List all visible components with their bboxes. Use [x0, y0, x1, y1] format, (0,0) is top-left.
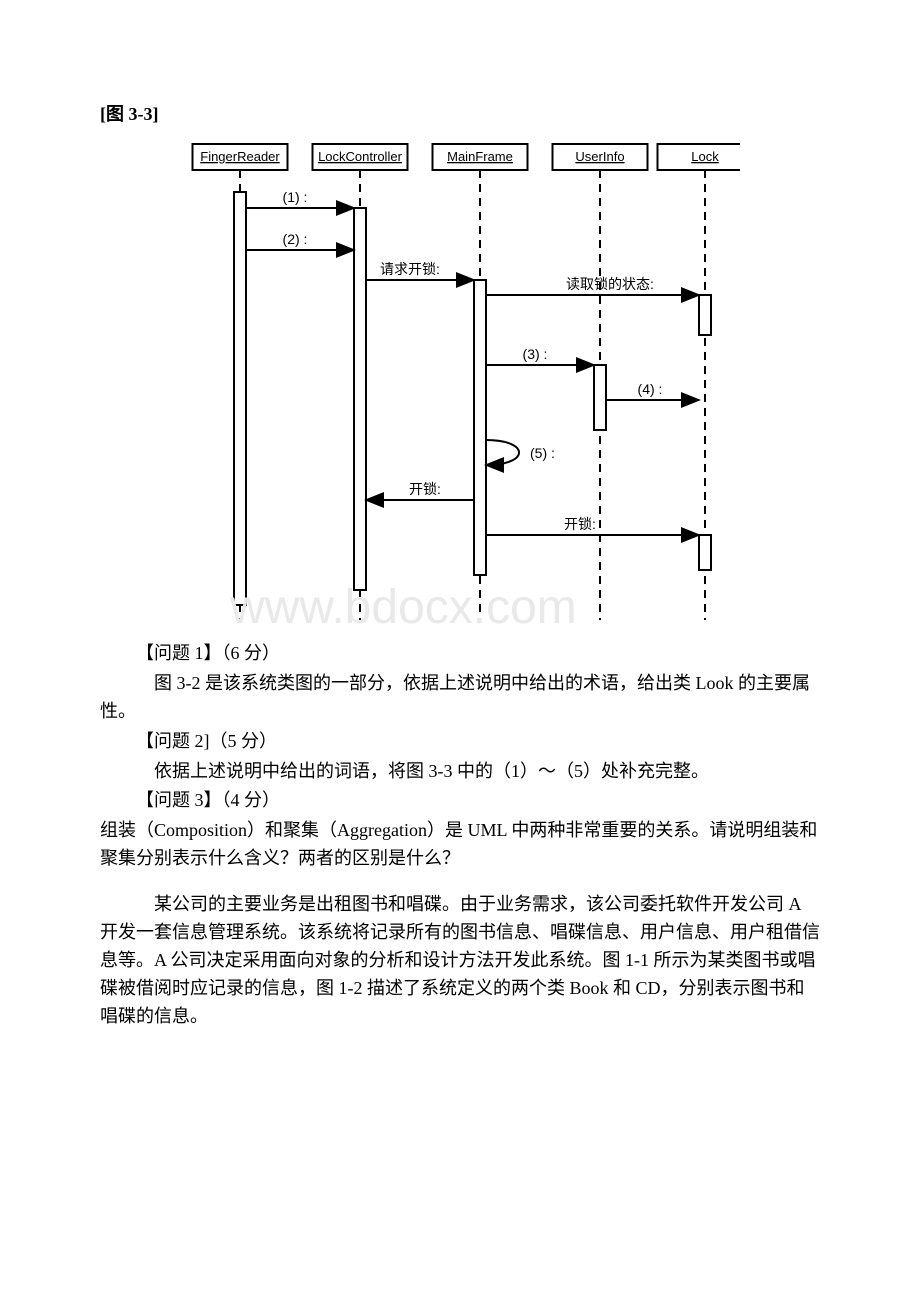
paragraph-2: 某公司的主要业务是出租图书和唱碟。由于业务需求，该公司委托软件开发公司 A 开发…	[100, 891, 820, 1030]
q1-body: 图 3-2 是该系统类图的一部分，依据上述说明中给出的术语，给出类 Look 的…	[100, 670, 820, 726]
q2-body: 依据上述说明中给出的词语，将图 3-3 中的（1）～（5）处补充完整。	[100, 758, 820, 786]
spacer	[100, 875, 820, 889]
svg-text:Lock: Lock	[691, 149, 719, 164]
q3-header: 【问题 3】（4 分）	[100, 787, 820, 815]
svg-text:UserInfo: UserInfo	[575, 149, 624, 164]
svg-text:读取锁的状态:: 读取锁的状态:	[566, 276, 654, 292]
sequence-diagram: FingerReader LockController MainFrame UserI…	[180, 130, 740, 630]
svg-text:(2) :: (2) :	[283, 231, 308, 247]
q1-header: 【问题 1】（6 分）	[100, 640, 820, 668]
q2-header: 【问题 2]（5 分）	[100, 728, 820, 756]
svg-text:请求开锁:: 请求开锁:	[380, 261, 440, 277]
svg-text:开锁:: 开锁:	[564, 516, 596, 532]
q3-body: 组装（Composition）和聚集（Aggregation）是 UML 中两种…	[100, 817, 820, 873]
svg-text:(4) :: (4) :	[638, 381, 663, 397]
figure-label: [图 3-3]	[100, 100, 820, 126]
svg-text:MainFrame: MainFrame	[447, 149, 513, 164]
svg-text:开锁:: 开锁:	[409, 481, 441, 497]
svg-text:LockController: LockController	[318, 149, 402, 164]
svg-text:(5) :: (5) :	[530, 445, 555, 461]
svg-text:FingerReader: FingerReader	[200, 149, 280, 164]
svg-text:(1) :: (1) :	[283, 189, 308, 205]
svg-text:(3) :: (3) :	[523, 346, 548, 362]
